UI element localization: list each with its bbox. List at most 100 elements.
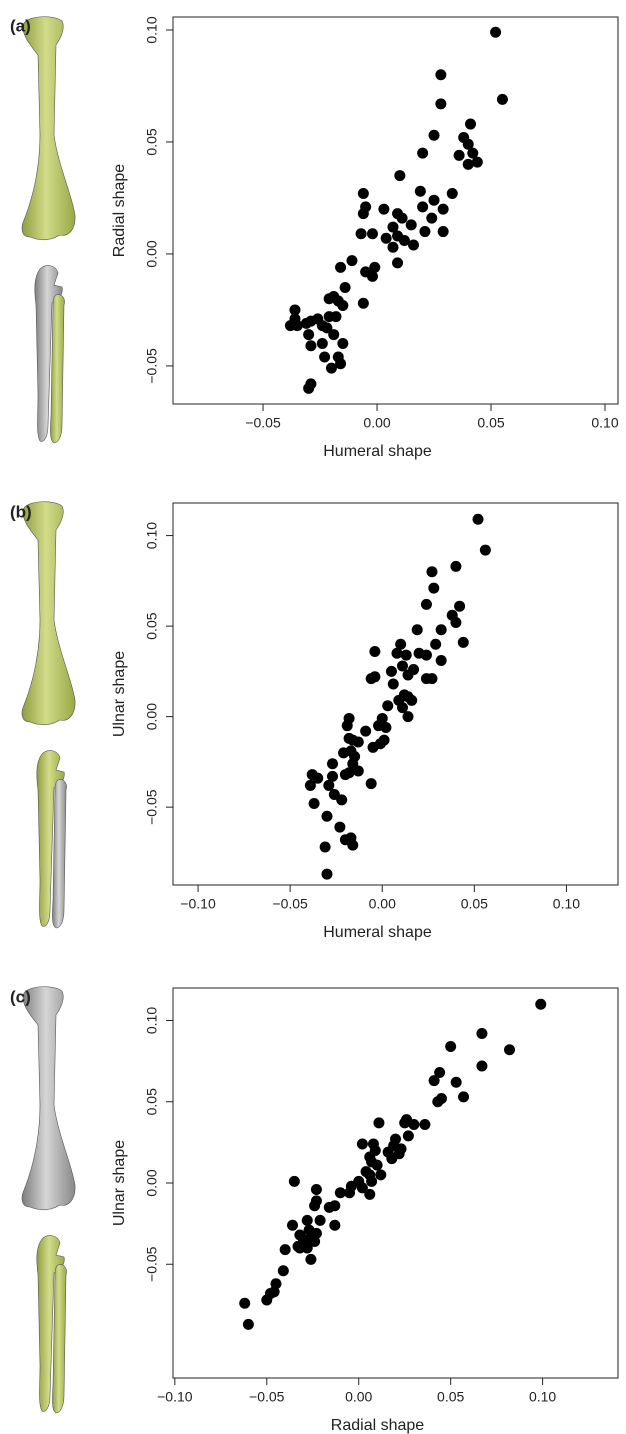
point: [429, 130, 440, 141]
point: [320, 841, 331, 852]
point: [324, 293, 335, 304]
point: [378, 204, 389, 215]
y-axis-title: Ulnar shape: [111, 1140, 128, 1226]
y-tick-label: −0.05: [144, 1246, 160, 1282]
point: [340, 282, 351, 293]
point: [406, 695, 417, 706]
point: [243, 1319, 254, 1330]
point: [338, 747, 349, 758]
point: [450, 617, 461, 628]
point: [386, 1153, 397, 1164]
point: [328, 329, 339, 340]
point: [458, 637, 469, 648]
point: [335, 262, 346, 273]
x-axis-title: Humeral shape: [323, 443, 432, 460]
point: [387, 242, 398, 253]
point: [356, 228, 367, 239]
point: [399, 1117, 410, 1128]
point: [368, 742, 379, 753]
point: [305, 780, 316, 791]
point: [451, 1077, 462, 1088]
point: [403, 1130, 414, 1141]
point: [381, 233, 392, 244]
y-axis-title: Radial shape: [111, 164, 128, 258]
point: [366, 1176, 377, 1187]
point: [476, 1028, 487, 1039]
point: [426, 566, 437, 577]
point: [327, 758, 338, 769]
y-tick-label: 0.05: [144, 1088, 160, 1115]
y-tick-label: 0.10: [144, 522, 160, 549]
point: [278, 1265, 289, 1276]
y-tick-label: 0.10: [144, 1007, 160, 1034]
point: [289, 1176, 300, 1187]
point: [435, 69, 446, 80]
point: [344, 1187, 355, 1198]
point: [366, 778, 377, 789]
point: [302, 1243, 313, 1254]
point: [367, 271, 378, 282]
point: [504, 1044, 515, 1055]
figure: (a) −0.05 0.00 0.05 0.10 −0.05 0.00 0.05 0.10 Hum…: [0, 0, 626, 1434]
point: [353, 736, 364, 747]
y-tick-label: −0.05: [144, 348, 160, 384]
point: [450, 561, 461, 572]
point: [269, 1286, 280, 1297]
point: [367, 228, 378, 239]
point: [430, 639, 441, 650]
point: [394, 170, 405, 181]
x-tick-label: 0.00: [363, 415, 390, 431]
point: [358, 208, 369, 219]
point: [309, 798, 320, 809]
x-tick-label: −0.10: [157, 1389, 193, 1405]
point: [342, 720, 353, 731]
point: [465, 119, 476, 130]
point: [428, 583, 439, 594]
point: [392, 257, 403, 268]
point: [438, 226, 449, 237]
point: [334, 822, 345, 833]
point: [497, 94, 508, 105]
point: [280, 1244, 291, 1255]
point: [311, 1184, 322, 1195]
point: [421, 650, 432, 661]
point: [391, 648, 402, 659]
point: [287, 1220, 298, 1231]
point: [357, 1139, 368, 1150]
x-tick-label: −0.05: [249, 1389, 285, 1405]
point: [358, 298, 369, 309]
point: [447, 188, 458, 199]
point: [429, 195, 440, 206]
point: [373, 1117, 384, 1128]
point: [490, 27, 501, 38]
point: [401, 650, 412, 661]
y-tick-label: 0.05: [144, 128, 160, 155]
point: [337, 338, 348, 349]
x-tick-label: 0.10: [591, 415, 618, 431]
y-tick-label: 0.00: [144, 703, 160, 730]
point: [324, 1202, 335, 1213]
point: [535, 999, 546, 1010]
point: [261, 1295, 272, 1306]
panel-label: (a): [10, 16, 31, 35]
x-tick-label: 0.10: [553, 896, 580, 912]
panel-label: (c): [10, 987, 31, 1006]
point: [340, 769, 351, 780]
x-tick-label: 0.10: [529, 1389, 556, 1405]
point: [445, 1041, 456, 1052]
x-tick-label: −0.05: [245, 415, 281, 431]
point: [292, 320, 303, 331]
point: [458, 1091, 469, 1102]
y-tick-label: 0.05: [144, 612, 160, 639]
point: [421, 599, 432, 610]
point: [329, 1220, 340, 1231]
point: [473, 514, 484, 525]
point: [239, 1298, 250, 1309]
x-tick-label: 0.05: [461, 896, 488, 912]
x-tick-label: 0.00: [369, 896, 396, 912]
x-axis-title: Humeral shape: [323, 924, 432, 941]
point: [382, 700, 393, 711]
plot-frame: [173, 503, 618, 885]
point: [476, 1061, 487, 1072]
point: [364, 1189, 375, 1200]
